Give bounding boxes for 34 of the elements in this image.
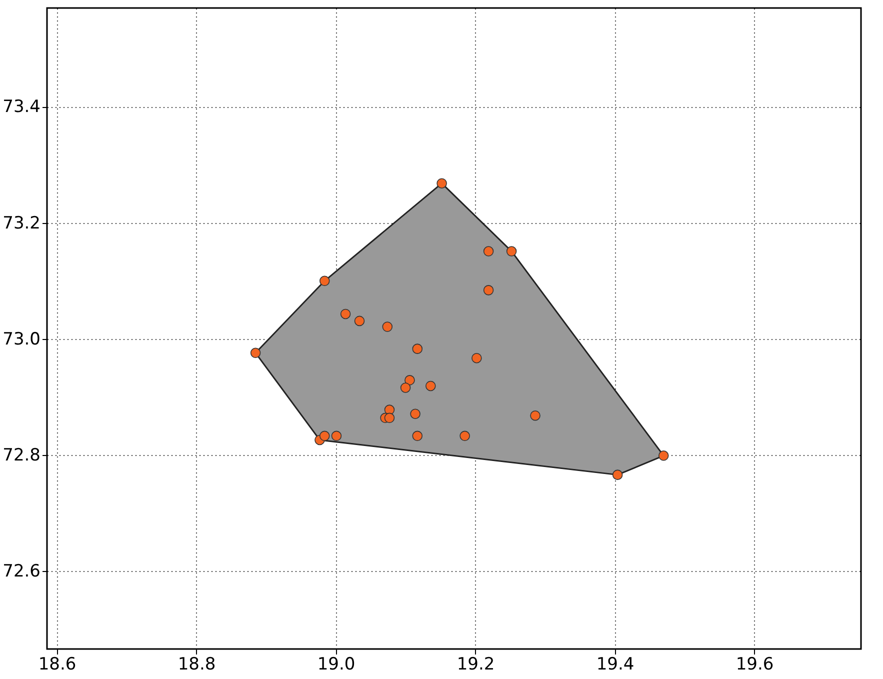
point	[331, 430, 342, 442]
point	[436, 178, 447, 188]
point	[530, 410, 540, 421]
y-tick-label: 72.6	[2, 562, 40, 582]
point	[483, 285, 494, 296]
y-tick-label: 73.4	[2, 97, 40, 118]
x-tick-label: 19.2	[456, 654, 495, 674]
point	[506, 246, 517, 256]
y-tick-label: 72.8	[2, 446, 40, 466]
point	[412, 344, 423, 354]
point	[412, 430, 423, 442]
point	[382, 322, 393, 332]
y-tick-label: 73.2	[2, 213, 40, 234]
x-tick-label: 18.6	[38, 654, 76, 674]
x-tick-label: 19.0	[317, 654, 356, 674]
point	[404, 375, 415, 386]
x-tick-label: 18.8	[178, 654, 216, 674]
point	[472, 352, 482, 364]
point	[400, 382, 411, 393]
point	[354, 316, 365, 326]
point	[483, 246, 494, 256]
point	[410, 408, 420, 419]
point	[340, 308, 351, 320]
x-tick-label: 19.4	[596, 654, 634, 674]
point	[384, 412, 395, 424]
x-tick-label: 19.6	[736, 654, 774, 674]
point	[319, 430, 330, 442]
point	[460, 430, 470, 442]
point	[250, 348, 261, 358]
point	[425, 380, 436, 392]
y-tick-label: 73.0	[2, 329, 40, 350]
point	[658, 450, 669, 461]
point	[612, 470, 623, 480]
point	[319, 276, 330, 286]
